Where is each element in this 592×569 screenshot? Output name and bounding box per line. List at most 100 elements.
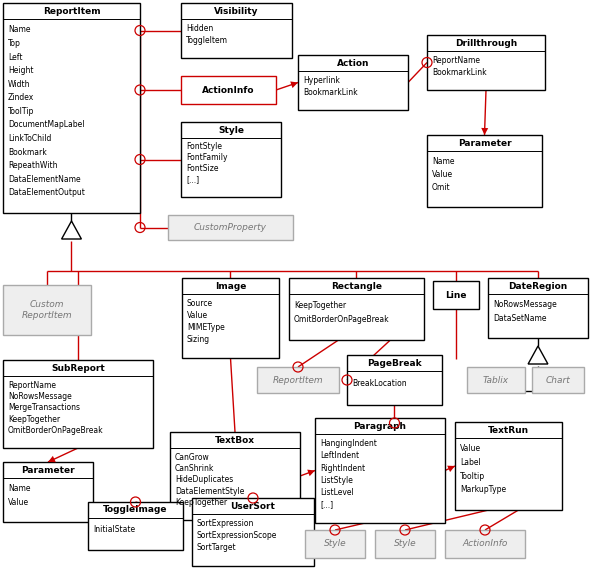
Text: Paragraph: Paragraph	[353, 422, 407, 431]
Text: Line: Line	[445, 291, 466, 299]
Text: BookmarkLink: BookmarkLink	[303, 88, 358, 97]
Bar	[181, 3, 292, 58]
Bar	[455, 422, 562, 510]
Text: [...]: [...]	[186, 175, 199, 184]
Text: ToggleItem: ToggleItem	[186, 35, 228, 44]
Text: KeepTogether: KeepTogether	[294, 300, 346, 310]
Text: Name: Name	[8, 484, 31, 493]
Text: ToggleImage: ToggleImage	[103, 505, 168, 514]
Text: Hyperlink: Hyperlink	[303, 76, 340, 85]
Text: Tablix: Tablix	[483, 376, 509, 385]
Text: Value: Value	[187, 311, 208, 320]
Polygon shape	[481, 128, 488, 135]
Bar	[427, 35, 545, 90]
Text: SortExpression: SortExpression	[197, 519, 255, 528]
Text: HangingIndent: HangingIndent	[320, 439, 377, 448]
Bar	[375, 530, 435, 558]
Bar	[347, 355, 442, 405]
Text: Custom
ReportItem: Custom ReportItem	[22, 300, 72, 320]
Bar	[532, 367, 584, 393]
Bar	[488, 278, 588, 338]
Text: Parameter: Parameter	[21, 465, 75, 475]
Text: NoRowsMessage: NoRowsMessage	[493, 300, 556, 309]
Bar	[433, 281, 479, 309]
Bar	[305, 530, 365, 558]
Text: FontStyle: FontStyle	[186, 142, 222, 151]
Text: KeepTogether: KeepTogether	[175, 498, 227, 507]
Bar	[3, 462, 93, 522]
Text: InitialState: InitialState	[93, 525, 135, 534]
Bar	[192, 498, 314, 566]
Bar	[181, 122, 281, 197]
Text: ToolTip: ToolTip	[8, 107, 34, 116]
Text: HideDuplicates: HideDuplicates	[175, 475, 233, 484]
Bar	[181, 76, 276, 104]
Text: DataElementStyle: DataElementStyle	[175, 486, 244, 496]
Bar	[182, 278, 279, 358]
Text: Sizing: Sizing	[187, 335, 210, 344]
Bar	[427, 135, 542, 207]
Bar	[170, 432, 300, 520]
Text: Image: Image	[215, 282, 246, 291]
Text: KeepTogether: KeepTogether	[8, 415, 60, 423]
Bar	[3, 360, 153, 448]
Text: Value: Value	[432, 170, 453, 179]
Text: Style: Style	[218, 126, 244, 134]
Text: RightIndent: RightIndent	[320, 464, 365, 472]
Text: DocumentMapLabel: DocumentMapLabel	[8, 121, 85, 129]
Text: ReportName: ReportName	[432, 56, 480, 65]
Text: Style: Style	[394, 539, 416, 549]
Text: DataElementOutput: DataElementOutput	[8, 188, 85, 197]
Text: MarkupType: MarkupType	[460, 485, 506, 494]
Text: Value: Value	[8, 497, 29, 506]
Text: DateRegion: DateRegion	[509, 282, 568, 291]
Text: Chart: Chart	[546, 376, 570, 385]
Text: SortExpressionScope: SortExpressionScope	[197, 531, 278, 540]
Bar	[315, 418, 445, 523]
Text: ReportName: ReportName	[8, 381, 56, 390]
Text: SubReport: SubReport	[51, 364, 105, 373]
Text: Zindex: Zindex	[8, 93, 34, 102]
Text: Height: Height	[8, 66, 34, 75]
Text: OmitBorderOnPageBreak: OmitBorderOnPageBreak	[294, 315, 390, 324]
Text: MIMEType: MIMEType	[187, 323, 225, 332]
Text: LeftIndent: LeftIndent	[320, 451, 359, 460]
Text: TextBox: TextBox	[215, 435, 255, 444]
Text: Width: Width	[8, 80, 31, 89]
Text: RepeathWith: RepeathWith	[8, 161, 57, 170]
Text: PageBreak: PageBreak	[367, 358, 422, 368]
Text: CanShrink: CanShrink	[175, 464, 214, 473]
Text: Name: Name	[8, 26, 31, 34]
Text: Top: Top	[8, 39, 21, 48]
Text: Source: Source	[187, 299, 213, 308]
Text: ListLevel: ListLevel	[320, 488, 354, 497]
Text: BreakLocation: BreakLocation	[352, 378, 407, 387]
Polygon shape	[307, 469, 315, 476]
Text: Tooltip: Tooltip	[460, 472, 485, 481]
Bar	[3, 3, 140, 213]
Text: ActionInfo: ActionInfo	[202, 85, 255, 94]
Text: FontSize: FontSize	[186, 164, 218, 174]
Text: Action: Action	[337, 59, 369, 68]
Text: Left: Left	[8, 52, 22, 61]
Polygon shape	[447, 465, 455, 472]
Polygon shape	[48, 456, 56, 462]
Bar	[445, 530, 525, 558]
Text: SortTarget: SortTarget	[197, 543, 237, 552]
Text: ActionInfo: ActionInfo	[462, 539, 508, 549]
Text: TextRun: TextRun	[488, 426, 529, 435]
Text: FontFamily: FontFamily	[186, 153, 227, 162]
Text: DataSetName: DataSetName	[493, 314, 546, 323]
Polygon shape	[290, 81, 298, 88]
Bar	[88, 502, 183, 550]
Text: Label: Label	[460, 458, 481, 467]
Bar	[3, 285, 91, 335]
Text: ReportItem: ReportItem	[43, 6, 100, 15]
Text: BookmarkLink: BookmarkLink	[432, 68, 487, 76]
Text: UserSort: UserSort	[230, 501, 275, 510]
Text: Bookmark: Bookmark	[8, 147, 47, 156]
Text: Drillthrough: Drillthrough	[455, 39, 517, 47]
Text: OmitBorderOnPageBreak: OmitBorderOnPageBreak	[8, 426, 104, 435]
Text: Visibility: Visibility	[214, 6, 259, 15]
Bar	[257, 367, 339, 393]
